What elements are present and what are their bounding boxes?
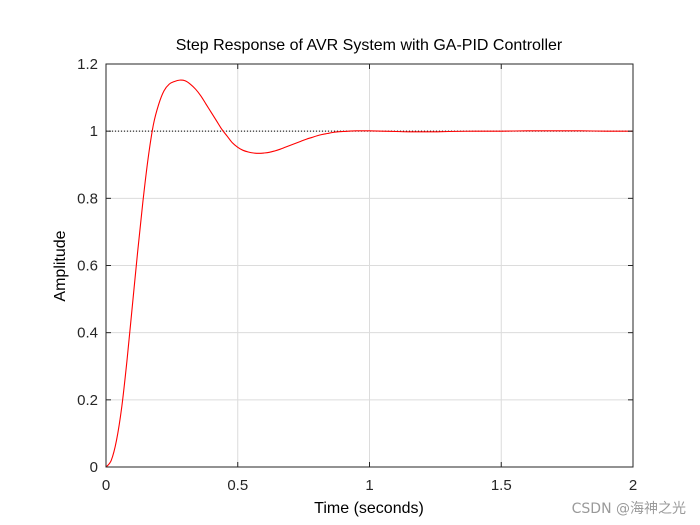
y-tick-label: 0 [90,459,98,476]
y-axis-label: Amplitude [52,230,69,301]
watermark: CSDN @海神之光 [572,501,686,517]
chart-title: Step Response of AVR System with GA-PID … [176,37,563,54]
x-axis-label: Time (seconds) [314,500,424,517]
y-tick-label: 1 [90,123,98,140]
series-line [105,79,634,468]
tick-labels: 0 0.5 1 1.5 2 0 0.2 0.4 0.6 0.8 1 1.2 [77,56,637,494]
x-tick-label: 0.5 [227,477,248,494]
x-tick-label: 2 [629,477,637,494]
x-tick-label: 1.5 [491,477,512,494]
tick-marks [105,63,634,468]
y-tick-label: 0.8 [77,190,98,207]
y-tick-label: 0.2 [77,392,98,409]
x-tick-label: 0 [102,477,110,494]
x-tick-label: 1 [365,477,373,494]
y-tick-label: 0.4 [77,325,98,342]
y-tick-label: 0.6 [77,258,98,275]
y-tick-label: 1.2 [77,56,98,73]
